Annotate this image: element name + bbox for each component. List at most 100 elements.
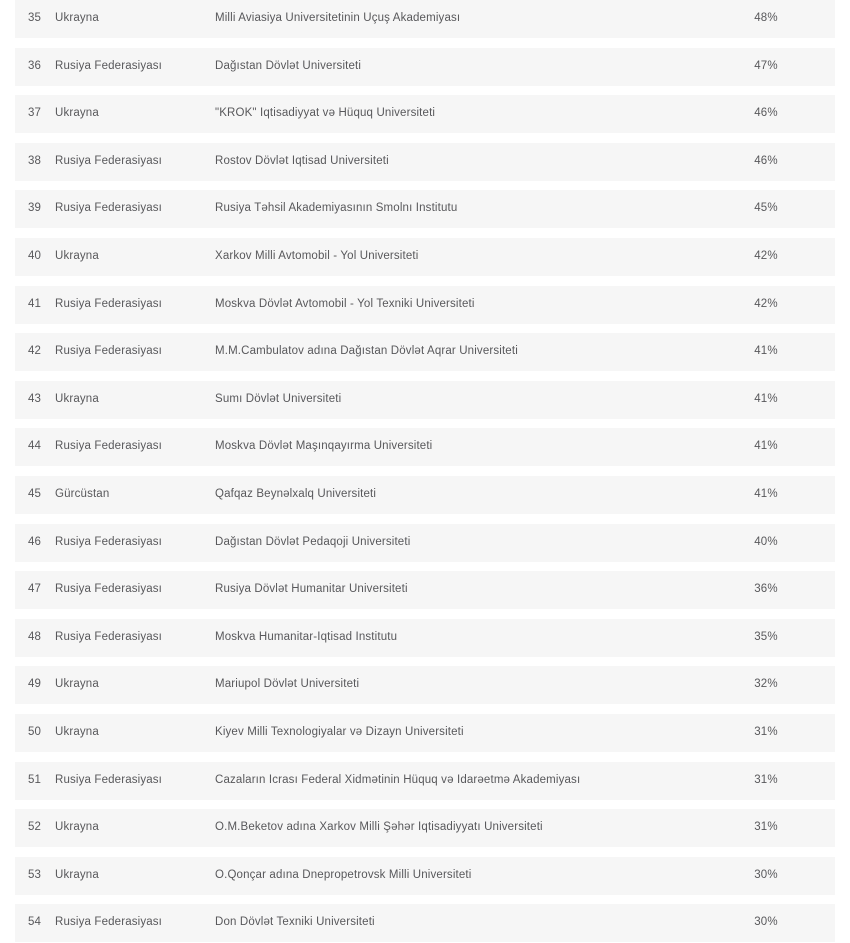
university-name-cell: Milli Aviasiya Universitetinin Uçuş Akad… [215, 12, 461, 25]
rank-cell: 50 [28, 726, 42, 738]
country-cell: Rusiya Federasiyası [55, 916, 163, 929]
percent-cell: 41% [754, 345, 778, 358]
university-name-cell: Cazaların İcrası Federal Xidmətinin Hüqu… [215, 773, 581, 786]
university-name-cell: M.M.Cambulatov adına Dağıstan Dövlət Aqr… [215, 345, 518, 358]
table-row-42[interactable]: 42 Rusiya Federasiyası M.M.Cambulatov ad… [15, 333, 835, 373]
percent-cell: 35% [754, 630, 778, 643]
university-name-cell: "KROK" İqtisadiyyat və Hüquq Universitet… [215, 107, 436, 120]
country-cell: Rusiya Federasiyası [55, 535, 163, 548]
percent-cell: 46% [754, 154, 778, 167]
university-name-cell: Rostov Dövlət İqtisad Universiteti [215, 154, 389, 167]
table-row-51[interactable]: 51 Rusiya Federasiyası Cazaların İcrası … [15, 761, 835, 801]
country-cell: Ukrayna [55, 821, 99, 834]
table-row-44[interactable]: 44 Rusiya Federasiyası Moskva Dövlət Maş… [15, 428, 835, 468]
rank-cell: 45 [28, 488, 42, 501]
table-row-46[interactable]: 46 Rusiya Federasiyası Dağıstan Dövlət P… [15, 523, 835, 563]
rank-cell: 35 [28, 12, 42, 25]
university-name-cell: Kiyev Milli Texnologiyalar və Dizayn Uni… [215, 726, 464, 738]
percent-cell: 31% [754, 821, 778, 834]
table-row-50[interactable]: 50 Ukrayna Kiyev Milli Texnologiyalar və… [15, 713, 835, 753]
table-row-47[interactable]: 47 Rusiya Federasiyası Rusiya Dövlət Hum… [15, 571, 835, 611]
table-row-39[interactable]: 39 Rusiya Federasiyası Rusiya Təhsil Aka… [15, 190, 835, 230]
table-row-35[interactable]: 35 Ukrayna Milli Aviasiya Universitetini… [15, 0, 835, 39]
rank-cell: 52 [28, 821, 42, 834]
university-name-cell: Qafqaz Beynəlxalq Universiteti [215, 488, 377, 501]
percent-cell: 48% [754, 12, 778, 25]
percent-cell: 41% [754, 488, 778, 501]
country-cell: Ukrayna [55, 678, 99, 691]
percent-cell: 41% [754, 392, 778, 405]
country-cell: Ukrayna [55, 250, 99, 263]
percent-cell: 47% [754, 59, 778, 72]
country-cell: Rusiya Federasiyası [55, 59, 163, 72]
country-cell: Ukrayna [55, 868, 99, 881]
university-name-cell: Dağıstan Dövlət Universiteti [215, 59, 362, 72]
rank-cell: 46 [28, 535, 42, 548]
rank-cell: 40 [28, 250, 42, 263]
country-cell: Ukrayna [55, 12, 99, 25]
university-name-cell: Don Dövlət Texniki Universiteti [215, 916, 375, 929]
country-cell: Ukrayna [55, 107, 99, 120]
country-cell: Rusiya Federasiyası [55, 440, 163, 453]
rank-cell: 48 [28, 630, 42, 643]
percent-cell: 30% [754, 916, 778, 929]
country-cell: Rusiya Federasiyası [55, 630, 163, 643]
university-name-cell: Moskva Humanitar-İqtisad İnstitutu [215, 630, 398, 643]
rank-cell: 49 [28, 678, 42, 691]
percent-cell: 46% [754, 107, 778, 120]
rank-cell: 47 [28, 583, 42, 596]
rank-cell: 38 [28, 154, 42, 167]
rank-cell: 54 [28, 916, 42, 929]
table-row-43[interactable]: 43 Ukrayna Sumı Dövlət Universiteti 41% [15, 380, 835, 420]
table-row-54[interactable]: 54 Rusiya Federasiyası Don Dövlət Texnik… [15, 904, 835, 943]
country-cell: Ukrayna [55, 726, 99, 738]
table-row-38[interactable]: 38 Rusiya Federasiyası Rostov Dövlət İqt… [15, 142, 835, 182]
table-row-36[interactable]: 36 Rusiya Federasiyası Dağıstan Dövlət U… [15, 47, 835, 87]
country-cell: Rusiya Federasiyası [55, 202, 163, 215]
rank-cell: 51 [28, 773, 42, 786]
country-cell: Rusiya Federasiyası [55, 773, 163, 786]
percent-cell: 41% [754, 440, 778, 453]
rank-cell: 53 [28, 868, 42, 881]
table-row-48[interactable]: 48 Rusiya Federasiyası Moskva Humanitar-… [15, 618, 835, 658]
percent-cell: 40% [754, 535, 778, 548]
percent-cell: 36% [754, 583, 778, 596]
table-row-52[interactable]: 52 Ukrayna O.M.Beketov adına Xarkov Mill… [15, 809, 835, 849]
rank-cell: 43 [28, 392, 42, 405]
university-name-cell: Moskva Dövlət Maşınqayırma Universiteti [215, 440, 433, 453]
country-cell: Rusiya Federasiyası [55, 583, 163, 596]
university-name-cell: Moskva Dövlət Avtomobil - Yol Texniki Un… [215, 297, 475, 310]
table-row-40[interactable]: 40 Ukrayna Xarkov Milli Avtomobil - Yol … [15, 237, 835, 277]
country-cell: Rusiya Federasiyası [55, 345, 163, 358]
university-name-cell: Sumı Dövlət Universiteti [215, 392, 342, 405]
country-cell: Rusiya Federasiyası [55, 297, 163, 310]
percent-cell: 30% [754, 868, 778, 881]
table-row-49[interactable]: 49 Ukrayna Mariupol Dövlət Universiteti … [15, 666, 835, 706]
percent-cell: 31% [754, 726, 778, 738]
percent-cell: 45% [754, 202, 778, 215]
university-name-cell: Mariupol Dövlət Universiteti [215, 678, 360, 691]
university-name-cell: O.Qonçar adına Dnepropetrovsk Milli Univ… [215, 868, 472, 881]
table-row-45[interactable]: 45 Gürcüstan Qafqaz Beynəlxalq Universit… [15, 475, 835, 515]
table-row-53[interactable]: 53 Ukrayna O.Qonçar adına Dnepropetrovsk… [15, 856, 835, 896]
rank-cell: 44 [28, 440, 42, 453]
university-name-cell: O.M.Beketov adına Xarkov Milli Şəhər İqt… [215, 821, 543, 834]
table-row-41[interactable]: 41 Rusiya Federasiyası Moskva Dövlət Avt… [15, 285, 835, 325]
country-cell: Ukrayna [55, 392, 99, 405]
university-name-cell: Dağıstan Dövlət Pedaqoji Universiteti [215, 535, 411, 548]
country-cell: Rusiya Federasiyası [55, 154, 163, 167]
university-name-cell: Rusiya Təhsil Akademiyasının Smolnı İnst… [215, 202, 458, 215]
percent-cell: 42% [754, 297, 778, 310]
country-cell: Gürcüstan [55, 488, 110, 501]
rank-cell: 42 [28, 345, 42, 358]
table-row-37[interactable]: 37 Ukrayna "KROK" İqtisadiyyat və Hüquq … [15, 95, 835, 135]
rank-cell: 36 [28, 59, 42, 72]
university-name-cell: Xarkov Milli Avtomobil - Yol Universitet… [215, 250, 419, 263]
percent-cell: 32% [754, 678, 778, 691]
university-name-cell: Rusiya Dövlət Humanitar Universiteti [215, 583, 408, 596]
percent-cell: 42% [754, 250, 778, 263]
rank-cell: 37 [28, 107, 42, 120]
rank-cell: 39 [28, 202, 42, 215]
rank-cell: 41 [28, 297, 42, 310]
